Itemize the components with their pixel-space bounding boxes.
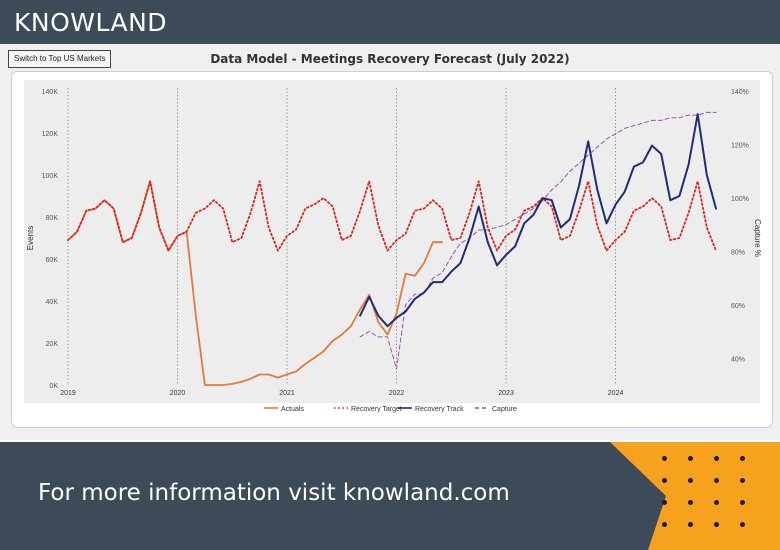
footer-banner: For more information visit knowland.com xyxy=(0,442,780,550)
decor-dot xyxy=(714,478,719,483)
decor-dot xyxy=(688,522,693,527)
decor-dot xyxy=(688,456,693,461)
chart-card: 0K 20K 40K 60K 80K 100K 120K 140K 40% 60% 80% 100% 1… xyxy=(11,71,773,428)
decor-dot xyxy=(688,478,693,483)
header-bar: KNOWLAND xyxy=(0,0,780,44)
y2-tick-label: 40% xyxy=(731,356,745,363)
dot-grid-decoration xyxy=(662,456,762,542)
decor-dot xyxy=(740,478,745,483)
y-tick-label: 140K xyxy=(42,89,59,96)
series-line-recovery-track xyxy=(359,113,717,328)
legend-label: Recovery Target xyxy=(351,406,402,413)
x-tick-label: 2021 xyxy=(279,390,295,397)
y-axis-title: Events xyxy=(26,226,35,250)
y-tick-label: 60K xyxy=(46,257,59,264)
y-tick-label: 120K xyxy=(42,131,59,138)
y-tick-label: 40K xyxy=(46,299,59,306)
x-tick-label: 2020 xyxy=(170,390,186,397)
y2-tick-label: 80% xyxy=(731,249,745,256)
x-tick-label: 2022 xyxy=(389,390,405,397)
legend-label: Capture xyxy=(492,406,517,413)
decor-dot xyxy=(662,500,667,505)
plot-background xyxy=(24,80,760,403)
y2-tick-label: 100% xyxy=(731,196,749,203)
y2-tick-label: 140% xyxy=(731,89,749,96)
chart-title: Data Model - Meetings Recovery Forecast … xyxy=(210,52,570,66)
x-tick-label: 2019 xyxy=(60,390,76,397)
switch-markets-button[interactable]: Switch to Top US Markets xyxy=(8,50,112,68)
decor-dot xyxy=(714,456,719,461)
y2-axis-title: Capture % xyxy=(753,219,762,257)
x-tick-label: 2023 xyxy=(498,390,514,397)
series-line-recovery-target xyxy=(67,180,717,252)
y-tick-label: 0K xyxy=(49,383,58,390)
y-tick-label: 100K xyxy=(42,173,59,180)
report-panel: Switch to Top US Markets Data Model - Me… xyxy=(0,44,780,440)
x-tick-label: 2024 xyxy=(608,390,624,397)
y2-tick-label: 120% xyxy=(731,142,749,149)
decor-dot xyxy=(662,522,667,527)
decor-dot xyxy=(740,456,745,461)
decor-dot xyxy=(740,500,745,505)
y-tick-label: 20K xyxy=(46,341,59,348)
decor-dot xyxy=(662,478,667,483)
legend-label: Actuals xyxy=(281,406,304,413)
footer-info-link[interactable]: For more information visit knowland.com xyxy=(38,480,510,506)
brand-logo: KNOWLAND xyxy=(14,8,168,37)
forecast-line-chart: 0K 20K 40K 60K 80K 100K 120K 140K 40% 60% 80% 100% 1… xyxy=(24,80,762,413)
decor-dot xyxy=(662,456,667,461)
y2-tick-label: 60% xyxy=(731,303,745,310)
decor-dot xyxy=(714,522,719,527)
y-tick-label: 80K xyxy=(46,215,59,222)
decor-dot xyxy=(740,522,745,527)
legend-label: Recovery Track xyxy=(415,406,464,413)
decor-dot xyxy=(714,500,719,505)
decor-dot xyxy=(688,500,693,505)
